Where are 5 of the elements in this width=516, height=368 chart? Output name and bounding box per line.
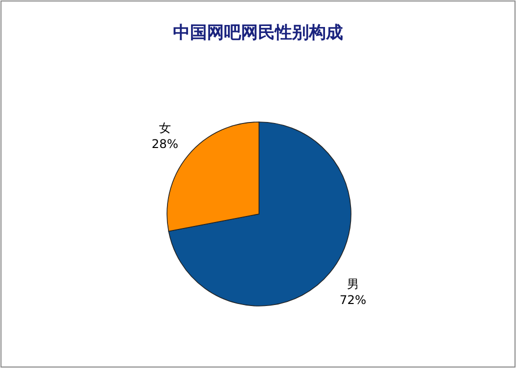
data-label: 72% — [340, 292, 366, 307]
slice-label: 女 — [158, 121, 171, 136]
slice-label: 男 — [347, 276, 360, 291]
chart-title: 中国网吧网民性别构成 — [173, 23, 343, 43]
data-label: 28% — [152, 137, 178, 152]
